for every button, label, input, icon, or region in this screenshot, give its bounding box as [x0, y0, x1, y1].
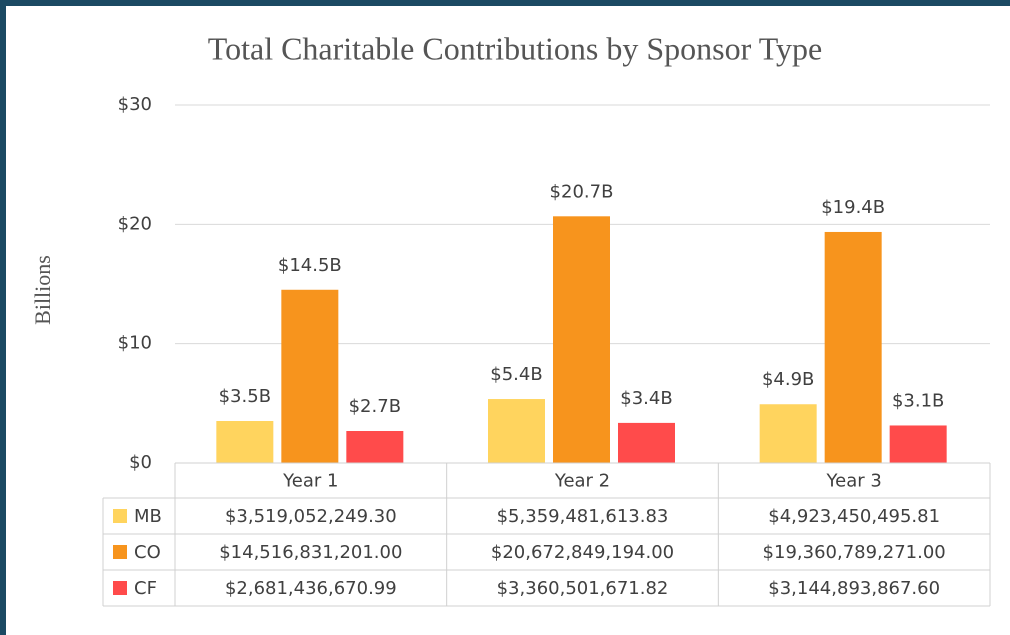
table-cell: $2,681,436,670.99 — [225, 578, 397, 599]
legend-label: MB — [134, 506, 162, 527]
y-tick-label: $20 — [118, 213, 152, 234]
bar — [553, 216, 610, 463]
data-label: $3.1B — [892, 390, 944, 411]
bar — [759, 404, 817, 463]
x-tick-label: Year 2 — [554, 471, 610, 492]
bar — [618, 422, 675, 463]
legend-swatch — [113, 581, 127, 595]
legend-label: CO — [134, 542, 161, 563]
x-tick-label: Year 3 — [826, 471, 882, 492]
data-label: $4.9B — [762, 369, 814, 390]
bar — [216, 421, 274, 463]
y-tick-label: $30 — [118, 94, 152, 115]
bar — [889, 425, 947, 463]
legend-label: CF — [134, 578, 157, 599]
table-cell: $3,519,052,249.30 — [225, 506, 397, 527]
table-cell: $3,360,501,671.82 — [497, 578, 669, 599]
legend-swatch — [113, 545, 127, 559]
data-label: $2.7B — [349, 396, 401, 417]
x-tick-label: Year 1 — [282, 471, 338, 492]
frame-top — [0, 0, 1010, 6]
data-label: $3.4B — [620, 388, 672, 409]
data-label: $14.5B — [278, 255, 342, 276]
chart-title: Total Charitable Contributions by Sponso… — [208, 30, 822, 66]
bar — [281, 289, 339, 463]
data-label: $5.4B — [490, 364, 542, 385]
table-cell: $19,360,789,271.00 — [763, 542, 946, 563]
bar — [824, 231, 882, 463]
data-label: $20.7B — [550, 181, 614, 202]
bar — [346, 431, 404, 463]
frame-left — [0, 6, 6, 635]
y-tick-label: $10 — [118, 333, 152, 354]
data-label: $19.4B — [821, 197, 885, 218]
y-tick-label: $0 — [129, 452, 152, 473]
table-cell: $20,672,849,194.00 — [491, 542, 674, 563]
table-cell: $14,516,831,201.00 — [219, 542, 402, 563]
table-cell: $4,923,450,495.81 — [768, 506, 940, 527]
data-label: $3.5B — [219, 386, 271, 407]
table-cell: $3,144,893,867.60 — [768, 578, 940, 599]
legend-swatch — [113, 509, 127, 523]
y-axis-label: Billions — [30, 255, 55, 325]
bar — [488, 399, 545, 463]
table-cell: $5,359,481,613.83 — [497, 506, 669, 527]
